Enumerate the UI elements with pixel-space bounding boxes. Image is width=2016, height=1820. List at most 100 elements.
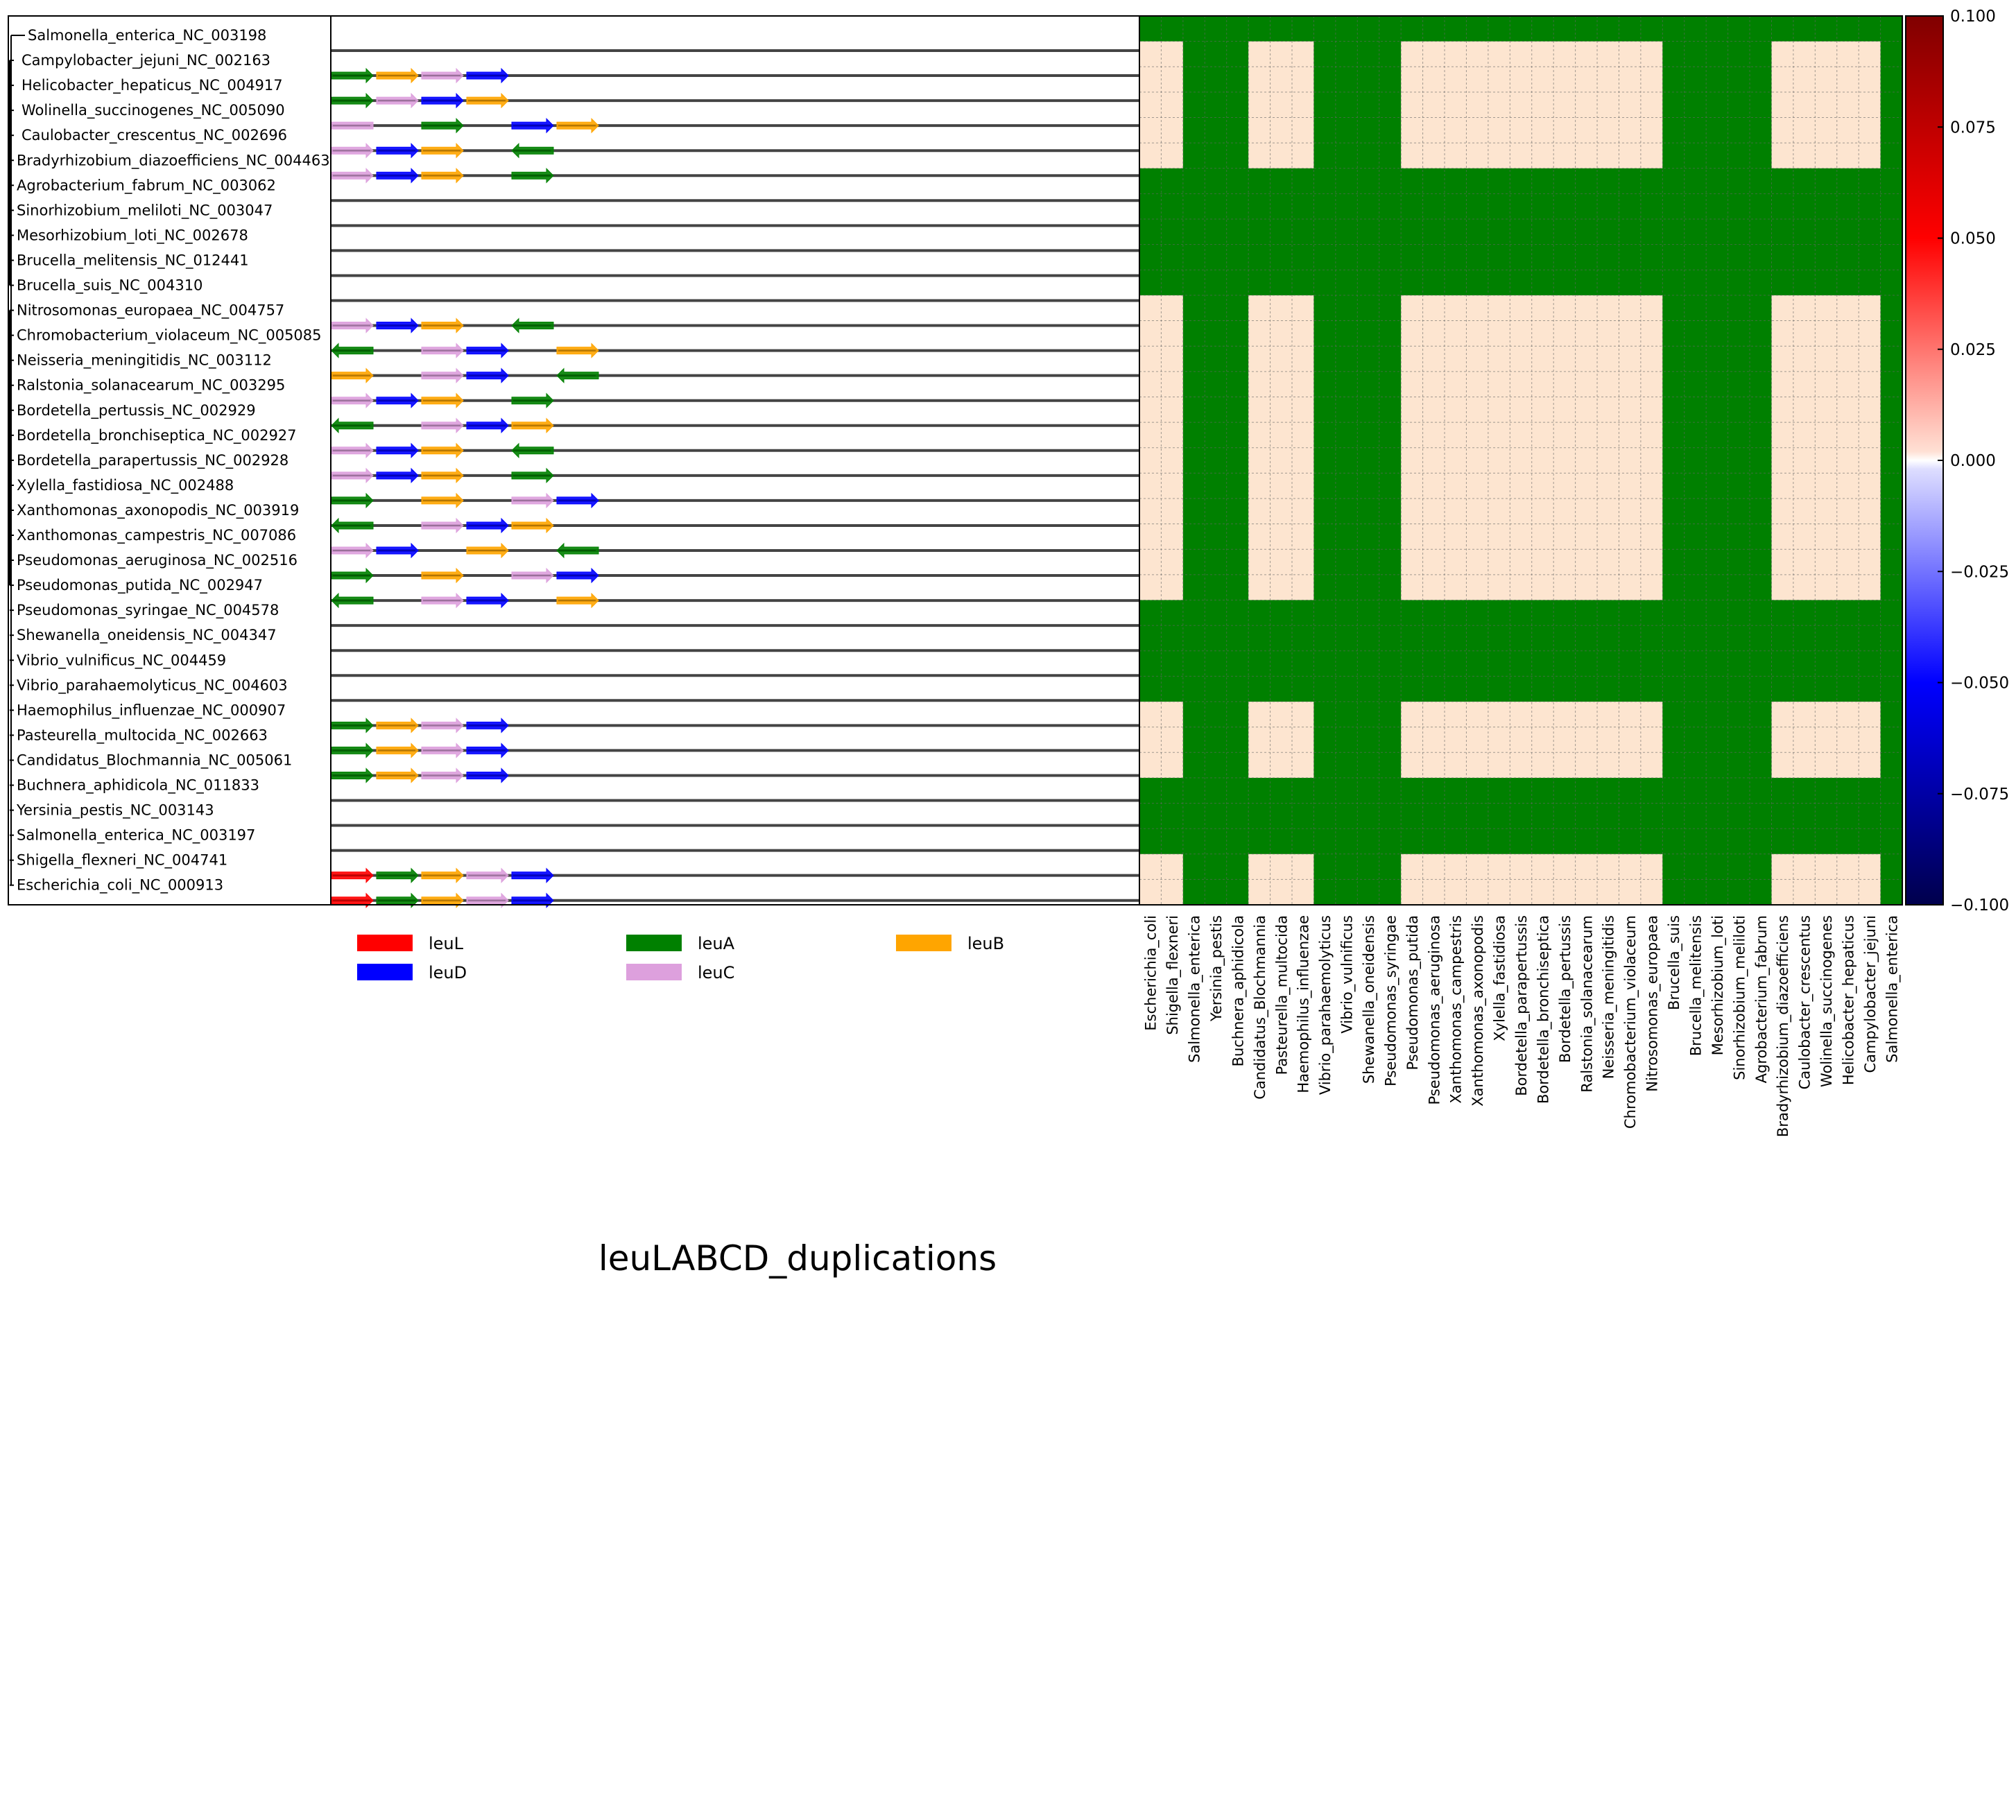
legend-swatch-leuA <box>626 935 682 951</box>
heatmap-cell <box>1684 244 1707 270</box>
heatmap-cell <box>1422 727 1445 753</box>
heatmap-cell <box>1226 67 1249 93</box>
gene-arrow-leuC <box>421 718 464 734</box>
heatmap-cell <box>1771 41 1794 67</box>
gene-arrow-leuA <box>511 442 554 459</box>
heatmap-cell <box>1771 320 1794 347</box>
heatmap-cell <box>1597 625 1619 652</box>
heatmap-cell <box>1619 67 1642 93</box>
heatmap-cell <box>1706 447 1728 474</box>
heatmap-cell <box>1379 727 1402 753</box>
heatmap-cell <box>1161 498 1184 524</box>
heatmap-cell <box>1445 320 1467 347</box>
heatmap-cell <box>1728 853 1750 880</box>
heatmap-cell <box>1793 727 1816 753</box>
heatmap-cell <box>1793 41 1816 67</box>
heatmap-cell <box>1161 295 1184 321</box>
heatmap-cell <box>1880 397 1903 423</box>
heatmap-cell <box>1357 143 1380 169</box>
heatmap-cell <box>1793 117 1816 144</box>
heatmap-cell <box>1226 320 1249 347</box>
heatmap-cell <box>1510 295 1533 321</box>
heatmap-cell <box>1619 41 1642 67</box>
heatmap-cell <box>1270 702 1293 727</box>
heatmap-cell <box>1313 117 1336 144</box>
heatmap-cell <box>1488 117 1510 144</box>
heatmap-cell <box>1728 777 1750 804</box>
gene-arrow-leuD <box>466 592 509 609</box>
heatmap-cell <box>1182 397 1205 423</box>
heatmap-cell <box>1793 777 1816 804</box>
heatmap-cell <box>1379 498 1402 524</box>
heatmap-cell <box>1445 498 1467 524</box>
heatmap-cell <box>1270 16 1293 42</box>
heatmap-cell <box>1771 270 1794 296</box>
heatmap-cell <box>1575 447 1598 474</box>
heatmap-cell <box>1313 777 1336 804</box>
heatmap-cell <box>1205 117 1227 144</box>
heatmap-cell <box>1750 295 1772 321</box>
heatmap-cell <box>1575 371 1598 397</box>
heatmap-cell <box>1662 498 1685 524</box>
heatmap-cell <box>1553 41 1576 67</box>
heatmap-cell <box>1575 143 1598 169</box>
heatmap-cell <box>1640 295 1663 321</box>
heatmap-cell <box>1226 295 1249 321</box>
heatmap-cell <box>1313 853 1336 880</box>
heatmap-cell <box>1226 879 1249 905</box>
gene-arrow-leuD <box>376 392 419 408</box>
heatmap-cell <box>1880 244 1903 270</box>
genome-label: Bordetella_pertussis_NC_002929 <box>17 402 256 419</box>
gene-arrow-leuA <box>511 142 554 159</box>
heatmap-cell <box>1510 702 1533 727</box>
genome-label: Salmonella_enterica_NC_003198 <box>28 27 266 44</box>
heatmap-cell <box>1445 219 1467 245</box>
heatmap-cell <box>1880 473 1903 499</box>
heatmap-cell <box>1248 676 1270 702</box>
heatmap-cell <box>1880 270 1903 296</box>
heatmap-cell <box>1684 371 1707 397</box>
heatmap-cell <box>1815 727 1838 753</box>
heatmap-cell <box>1139 41 1162 67</box>
heatmap-cell <box>1750 447 1772 474</box>
gene-arrow-leuB <box>331 367 374 383</box>
heatmap-cell <box>1771 143 1794 169</box>
heatmap-cell <box>1445 600 1467 626</box>
heatmap-cell <box>1553 371 1576 397</box>
heatmap-cell <box>1836 702 1859 727</box>
heatmap-cell <box>1379 853 1402 880</box>
heatmap-cell <box>1575 752 1598 779</box>
heatmap-cell <box>1728 16 1750 42</box>
heatmap-cell <box>1466 270 1489 296</box>
heatmap-cell <box>1662 320 1685 347</box>
heatmap-cell <box>1422 803 1445 829</box>
heatmap-cell <box>1510 727 1533 753</box>
heatmap-cell <box>1510 549 1533 575</box>
heatmap-cell <box>1793 371 1816 397</box>
heatmap-cell <box>1880 422 1903 449</box>
heatmap-cell <box>1531 67 1554 93</box>
heatmap-cell <box>1270 397 1293 423</box>
heatmap-cell <box>1488 16 1510 42</box>
heatmap-cell <box>1226 803 1249 829</box>
gene-arrow-leuA <box>331 743 374 759</box>
heatmap-x-label: Caulobacter_crescentus <box>1797 915 1814 1089</box>
colorbar-tick-label: 0.075 <box>1950 119 1996 137</box>
heatmap-cell <box>1575 650 1598 677</box>
heatmap-cell <box>1880 650 1903 677</box>
heatmap-cell <box>1750 270 1772 296</box>
heatmap-x-label: Brucella_melitensis <box>1687 915 1705 1056</box>
heatmap-cell <box>1859 193 1881 220</box>
heatmap-cell <box>1619 16 1642 42</box>
heatmap-cell <box>1161 600 1184 626</box>
heatmap-cell <box>1422 625 1445 652</box>
heatmap-cell <box>1859 422 1881 449</box>
heatmap-cell <box>1182 41 1205 67</box>
heatmap-cell <box>1466 625 1489 652</box>
heatmap-cell <box>1640 574 1663 600</box>
heatmap-cell <box>1880 803 1903 829</box>
heatmap-cell <box>1335 752 1358 779</box>
heatmap-cell <box>1445 727 1467 753</box>
heatmap-cell <box>1793 473 1816 499</box>
heatmap-x-label: Bordetella_parapertussis <box>1513 915 1531 1096</box>
